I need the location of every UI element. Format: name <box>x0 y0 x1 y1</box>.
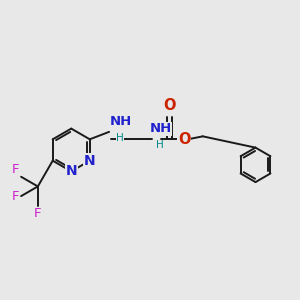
Text: F: F <box>12 190 20 202</box>
Text: NH: NH <box>110 115 132 128</box>
Text: H: H <box>156 140 164 150</box>
Text: N: N <box>65 164 77 178</box>
Text: NH: NH <box>149 122 172 135</box>
Text: H: H <box>116 133 124 143</box>
Text: F: F <box>12 163 20 176</box>
Text: F: F <box>34 207 42 220</box>
Text: N: N <box>84 154 96 168</box>
Text: O: O <box>163 98 176 113</box>
Text: O: O <box>178 132 190 147</box>
